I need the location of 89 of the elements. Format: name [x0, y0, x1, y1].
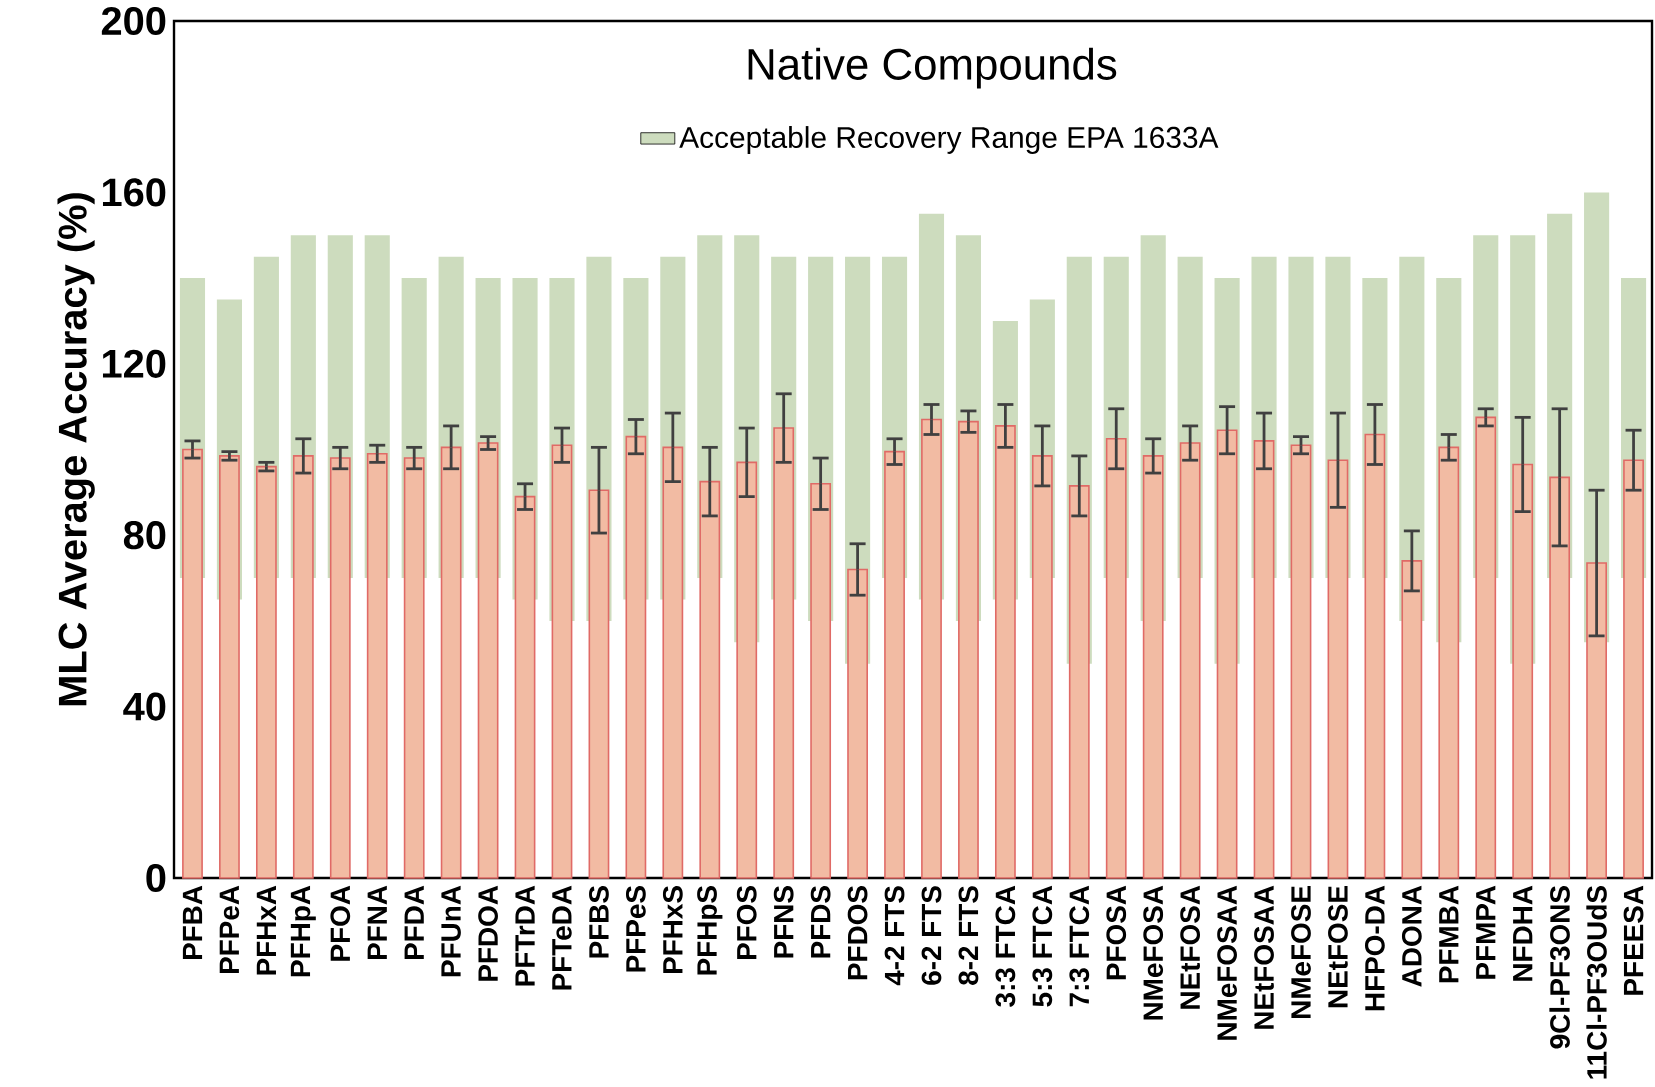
- bar: [1438, 446, 1460, 879]
- y-axis-title: MLC Average Accuracy (%): [57, 193, 95, 706]
- x-tick-label: NMeFOSE: [1291, 886, 1311, 1019]
- bar: [810, 482, 832, 879]
- bar: [477, 442, 499, 879]
- x-tick-label: PFDOA: [478, 885, 498, 981]
- x-tick-label: PFBS: [589, 886, 609, 958]
- legend-label: Acceptable Recovery Range EPA 1633A: [679, 126, 1219, 154]
- x-tick-label: PFNS: [773, 886, 794, 958]
- x-tick-label: 11Cl-PF3OUdS: [1586, 886, 1607, 1079]
- x-tick-label: NEtFOSAA: [1254, 885, 1274, 1029]
- bar: [219, 455, 240, 879]
- x-tick-label: PFMBA: [1439, 885, 1459, 983]
- bar: [1216, 429, 1238, 879]
- x-tick-label: NFDHA: [1513, 885, 1533, 981]
- bar: [1031, 455, 1053, 879]
- bar: [588, 489, 610, 879]
- bar: [1475, 416, 1497, 879]
- bar: [884, 450, 905, 879]
- y-tick-label: 80: [123, 521, 166, 550]
- x-tick-label: PFNA: [367, 885, 387, 960]
- bar: [1512, 463, 1534, 879]
- x-tick-label: PFDA: [404, 885, 424, 960]
- bar: [1327, 459, 1349, 879]
- x-tick-label: PFOSA: [1106, 885, 1127, 980]
- bar: [994, 425, 1016, 879]
- bar: [1364, 433, 1386, 879]
- bar: [255, 465, 277, 879]
- bar: [847, 568, 868, 879]
- x-tick-label: HFPO-DA: [1365, 885, 1385, 1011]
- bar: [551, 444, 573, 879]
- bar: [1105, 437, 1127, 879]
- x-tick-label: PFTrDA: [515, 885, 535, 986]
- text: Native Compounds: [748, 47, 1117, 89]
- bar: [514, 495, 536, 879]
- x-tick-label: 6-2 FTS: [921, 886, 942, 985]
- y-tick-label: 40: [123, 692, 166, 721]
- bar: [699, 480, 721, 879]
- y-tick-label: 200: [101, 6, 166, 36]
- x-tick-label: PFHpS: [697, 886, 723, 975]
- bar: [1179, 442, 1201, 879]
- x-tick-label: PFMPA: [1476, 885, 1496, 979]
- bar: [958, 420, 979, 879]
- bar: [625, 435, 647, 879]
- x-tick-label: PFEESA: [1623, 885, 1644, 995]
- bar: [662, 446, 684, 879]
- bar: [1253, 440, 1275, 879]
- x-tick-label: 3:3 FTCA: [995, 885, 1016, 1007]
- x-tick-label: NMeFOSA: [1143, 885, 1164, 1020]
- x-tick-label: PFHxS: [662, 886, 683, 974]
- x-tick-label: PFBA: [182, 885, 203, 960]
- x-tick-label: NEtFOSA: [1180, 885, 1201, 1009]
- x-tick-label: PFOS: [736, 886, 757, 960]
- bar: [1623, 459, 1644, 879]
- bar: [773, 427, 795, 879]
- bar: [182, 448, 203, 879]
- x-tick-label: 9Cl-PF3ONS: [1549, 886, 1570, 1049]
- x-tick-label: 5:3 FTCA: [1032, 885, 1053, 1007]
- x-tick-label: ADONA: [1401, 885, 1422, 987]
- y-tick-label: 120: [102, 349, 166, 378]
- x-tick-label: PFPeS: [625, 886, 646, 972]
- bar: [403, 457, 425, 879]
- bar: [329, 457, 351, 879]
- x-tick-label: 8-2 FTS: [958, 886, 979, 985]
- bar: [440, 446, 462, 879]
- bar: [292, 455, 314, 879]
- x-tick-label: PFDOS: [847, 886, 868, 980]
- x-tick-label: PFDS: [810, 886, 831, 958]
- x-tick-label: NMeFOSAA: [1217, 885, 1237, 1040]
- bar: [1549, 476, 1571, 879]
- bar: [1142, 455, 1164, 879]
- x-tick-label: PFOA: [330, 885, 351, 961]
- y-tick-label: 0: [146, 863, 166, 893]
- bar: [921, 418, 942, 879]
- y-tick-label: 160: [102, 178, 166, 207]
- x-tick-label: NEtFOSE: [1328, 886, 1348, 1008]
- bar: [1068, 485, 1090, 879]
- x-tick-label: 7:3 FTCA: [1069, 885, 1090, 1007]
- x-tick-label: 4-2 FTS: [884, 886, 905, 986]
- x-tick-label: PFUnA: [441, 885, 461, 977]
- bar: [366, 452, 388, 879]
- x-tick-label: PFHxA: [256, 885, 276, 975]
- x-tick-label: PFPeA: [219, 885, 240, 974]
- bar: [1401, 560, 1423, 879]
- bar: [1290, 444, 1312, 879]
- bar: [1586, 562, 1608, 879]
- x-tick-label: PFHpA: [290, 885, 316, 977]
- x-tick-label: PFTeDA: [552, 885, 572, 990]
- bar: [736, 461, 758, 879]
